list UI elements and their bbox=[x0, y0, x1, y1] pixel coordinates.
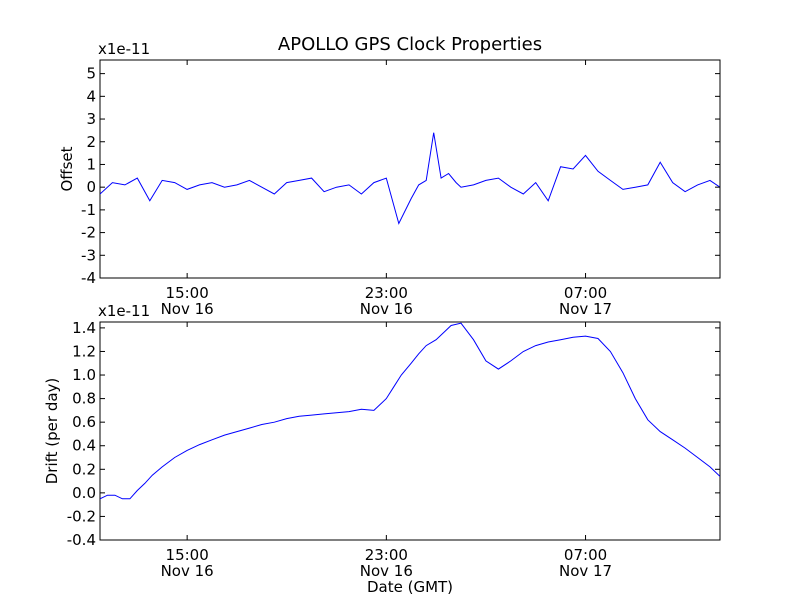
offset-y-multiplier: x1e-11 bbox=[98, 40, 150, 58]
drift-y-tick-label: -0.4 bbox=[67, 531, 96, 549]
offset-y-tick-label: 3 bbox=[86, 110, 96, 128]
drift-plot-frame bbox=[99, 321, 721, 541]
drift-x-tick-date: Nov 17 bbox=[559, 562, 612, 580]
offset-y-tick-label: -4 bbox=[81, 269, 96, 287]
drift-x-tick-date: Nov 16 bbox=[161, 562, 214, 580]
drift-series-line-0 bbox=[100, 322, 720, 500]
drift-x-tick-time: 07:00 bbox=[564, 546, 607, 564]
drift-panel: -0.4-0.20.00.20.40.60.81.01.21.415:00Nov… bbox=[43, 302, 721, 580]
offset-y-tick-label: 2 bbox=[86, 133, 96, 151]
offset-x-tick-date: Nov 16 bbox=[161, 300, 214, 318]
drift-y-tick-label: 0.8 bbox=[72, 390, 96, 408]
offset-x-tick-date: Nov 17 bbox=[559, 300, 612, 318]
drift-x-tick-time: 15:00 bbox=[166, 546, 209, 564]
offset-x-tick-time: 23:00 bbox=[365, 284, 408, 302]
drift-y-tick-label: 0.2 bbox=[72, 460, 96, 478]
drift-y-tick-label: 0.6 bbox=[72, 413, 96, 431]
offset-y-tick-label: 5 bbox=[86, 65, 96, 83]
offset-series-line-0 bbox=[100, 132, 720, 225]
offset-x-tick-time: 15:00 bbox=[166, 284, 209, 302]
offset-y-tick-label: -2 bbox=[81, 224, 96, 242]
drift-y-tick-label: 0.0 bbox=[72, 484, 96, 502]
drift-y-axis-label: Drift (per day) bbox=[43, 378, 61, 485]
offset-y-tick-label: 4 bbox=[86, 87, 96, 105]
x-axis-label: Date (GMT) bbox=[367, 578, 453, 596]
offset-y-tick-label: -3 bbox=[81, 246, 96, 264]
offset-x-tick-date: Nov 16 bbox=[360, 300, 413, 318]
drift-y-tick-label: 1.0 bbox=[72, 366, 96, 384]
chart-title: APOLLO GPS Clock Properties bbox=[278, 34, 542, 55]
offset-plot-frame bbox=[99, 59, 721, 279]
drift-y-tick-label: 1.4 bbox=[72, 319, 96, 337]
drift-x-tick-date: Nov 16 bbox=[360, 562, 413, 580]
offset-y-tick-label: 1 bbox=[86, 155, 96, 173]
offset-y-tick-label: -1 bbox=[81, 201, 96, 219]
drift-y-tick-label: 1.2 bbox=[72, 342, 96, 360]
drift-x-tick-time: 23:00 bbox=[365, 546, 408, 564]
drift-y-tick-label: -0.2 bbox=[67, 507, 96, 525]
offset-x-tick-time: 07:00 bbox=[564, 284, 607, 302]
offset-y-axis-label: Offset bbox=[58, 146, 76, 191]
offset-y-tick-label: 0 bbox=[86, 178, 96, 196]
drift-y-tick-label: 0.4 bbox=[72, 437, 96, 455]
drift-y-multiplier: x1e-11 bbox=[98, 302, 150, 320]
